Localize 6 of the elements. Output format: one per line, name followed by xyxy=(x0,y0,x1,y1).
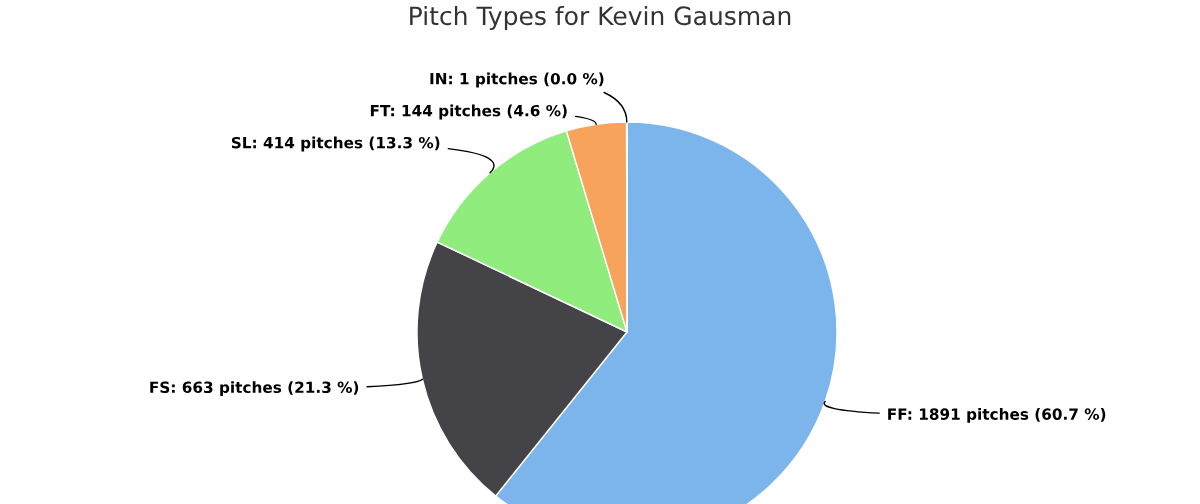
slice-label: SL: 414 pitches (13.3 %) xyxy=(231,136,440,152)
slice-label: FT: 144 pitches (4.6 %) xyxy=(370,104,567,120)
slice-label: FS: 663 pitches (21.3 %) xyxy=(150,381,359,396)
chart-title: Pitch Types for Kevin Gausman xyxy=(410,5,791,31)
slice-label: IN: 1 pitches (0.0 %) xyxy=(430,72,604,88)
slice-label: FF: 1891 pitches (60.7 %) xyxy=(888,408,1106,423)
